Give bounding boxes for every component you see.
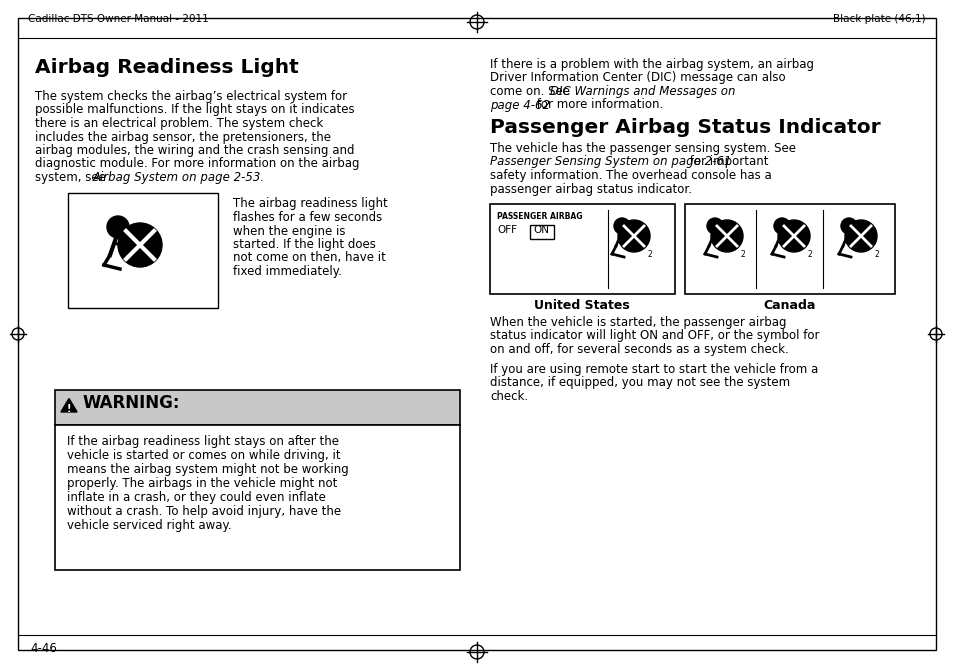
Text: airbag modules, the wiring and the crash sensing and: airbag modules, the wiring and the crash… [35, 144, 355, 157]
Text: on and off, for several seconds as a system check.: on and off, for several seconds as a sys… [490, 343, 788, 356]
Text: fixed immediately.: fixed immediately. [233, 265, 341, 278]
Circle shape [773, 218, 789, 234]
Text: diagnostic module. For more information on the airbag: diagnostic module. For more information … [35, 158, 359, 170]
Text: If you are using remote start to start the vehicle from a: If you are using remote start to start t… [490, 363, 818, 375]
Text: inflate in a crash, or they could even inflate: inflate in a crash, or they could even i… [67, 491, 326, 504]
Text: Passenger Sensing System on page 2-61: Passenger Sensing System on page 2-61 [490, 156, 731, 168]
Text: If the airbag readiness light stays on after the: If the airbag readiness light stays on a… [67, 435, 338, 448]
Text: The system checks the airbag’s electrical system for: The system checks the airbag’s electrica… [35, 90, 347, 103]
Text: page 4-62: page 4-62 [490, 98, 550, 112]
Circle shape [618, 220, 649, 252]
Circle shape [118, 223, 162, 267]
Text: distance, if equipped, you may not see the system: distance, if equipped, you may not see t… [490, 376, 789, 389]
Text: When the vehicle is started, the passenger airbag: When the vehicle is started, the passeng… [490, 316, 785, 329]
Text: 2: 2 [807, 250, 812, 259]
Text: vehicle is started or comes on while driving, it: vehicle is started or comes on while dri… [67, 449, 340, 462]
Text: without a crash. To help avoid injury, have the: without a crash. To help avoid injury, h… [67, 505, 341, 518]
Circle shape [778, 220, 809, 252]
Circle shape [710, 220, 742, 252]
Text: Passenger Airbag Status Indicator: Passenger Airbag Status Indicator [490, 118, 880, 137]
Bar [55, 425, 459, 570]
Text: status indicator will light ON and OFF, or the symbol for: status indicator will light ON and OFF, … [490, 329, 819, 343]
Text: WARNING:: WARNING: [83, 394, 180, 412]
Text: flashes for a few seconds: flashes for a few seconds [233, 211, 382, 224]
Text: Black plate (46,1): Black plate (46,1) [833, 14, 925, 24]
Text: Driver Information Center (DIC) message can also: Driver Information Center (DIC) message … [490, 71, 785, 84]
Circle shape [844, 220, 876, 252]
Text: vehicle serviced right away.: vehicle serviced right away. [67, 519, 232, 532]
Text: come on. See: come on. See [490, 85, 573, 98]
Bar [55, 390, 459, 425]
Text: means the airbag system might not be working: means the airbag system might not be wor… [67, 463, 349, 476]
Text: The airbag readiness light: The airbag readiness light [233, 198, 387, 210]
Text: properly. The airbags in the vehicle might not: properly. The airbags in the vehicle mig… [67, 477, 337, 490]
Circle shape [107, 216, 129, 238]
Circle shape [614, 218, 629, 234]
Text: DIC Warnings and Messages on: DIC Warnings and Messages on [550, 85, 735, 98]
Text: ON: ON [533, 225, 548, 235]
Text: United States: United States [534, 299, 629, 312]
Text: for more information.: for more information. [533, 98, 662, 112]
Text: Cadillac DTS Owner Manual - 2011: Cadillac DTS Owner Manual - 2011 [28, 14, 209, 24]
Bar [684, 204, 894, 294]
Polygon shape [61, 399, 77, 412]
Text: 2: 2 [647, 250, 652, 259]
Bar [490, 204, 675, 294]
Text: 2: 2 [740, 250, 745, 259]
Bar [68, 192, 218, 307]
Text: safety information. The overhead console has a: safety information. The overhead console… [490, 169, 771, 182]
Text: there is an electrical problem. The system check: there is an electrical problem. The syst… [35, 117, 323, 130]
Text: started. If the light does: started. If the light does [233, 238, 375, 251]
Bar [530, 225, 554, 239]
Text: for important: for important [685, 156, 768, 168]
Text: The vehicle has the passenger sensing system. See: The vehicle has the passenger sensing sy… [490, 142, 795, 155]
Text: when the engine is: when the engine is [233, 224, 345, 238]
Text: possible malfunctions. If the light stays on it indicates: possible malfunctions. If the light stay… [35, 104, 355, 116]
Circle shape [706, 218, 722, 234]
Text: OFF: OFF [497, 225, 517, 235]
Text: PASSENGER AIRBAG: PASSENGER AIRBAG [497, 212, 582, 221]
Text: !: ! [67, 403, 71, 413]
Circle shape [841, 218, 856, 234]
Text: 2: 2 [874, 250, 879, 259]
Text: passenger airbag status indicator.: passenger airbag status indicator. [490, 182, 691, 196]
Text: includes the airbag sensor, the pretensioners, the: includes the airbag sensor, the pretensi… [35, 130, 331, 144]
Text: 4-46: 4-46 [30, 642, 57, 655]
Text: If there is a problem with the airbag system, an airbag: If there is a problem with the airbag sy… [490, 58, 813, 71]
Text: check.: check. [490, 389, 528, 403]
Text: Airbag System on page 2-53.: Airbag System on page 2-53. [92, 171, 265, 184]
Text: system, see: system, see [35, 171, 110, 184]
Text: not come on then, have it: not come on then, have it [233, 251, 385, 265]
Text: Airbag Readiness Light: Airbag Readiness Light [35, 58, 298, 77]
Text: Canada: Canada [763, 299, 816, 312]
